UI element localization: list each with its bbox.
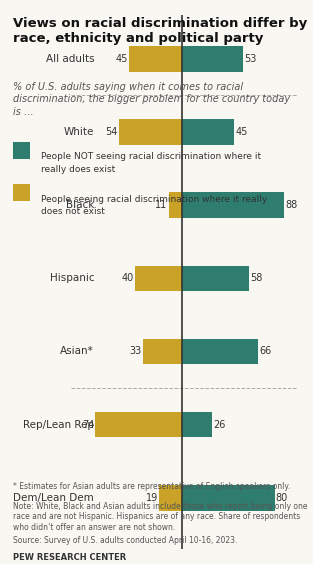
Bar — [182, 119, 234, 145]
Bar — [95, 412, 182, 438]
Bar — [119, 119, 182, 145]
Text: 40: 40 — [121, 274, 134, 283]
Text: 66: 66 — [259, 346, 272, 356]
Bar — [129, 46, 182, 72]
Text: All adults: All adults — [45, 54, 94, 64]
Bar — [182, 339, 259, 364]
Text: People seeing racial discrimination where it really: People seeing racial discrimination wher… — [41, 195, 267, 204]
Text: * Estimates for Asian adults are representative of English speakers only.: * Estimates for Asian adults are represe… — [13, 482, 290, 491]
Text: Views on racial discrimination differ by
race, ethnicity and political party: Views on racial discrimination differ by… — [13, 17, 307, 45]
Bar — [143, 339, 182, 364]
Bar — [182, 266, 249, 291]
Text: 26: 26 — [213, 420, 225, 430]
Text: 33: 33 — [130, 346, 142, 356]
Text: Rep/Lean Rep: Rep/Lean Rep — [23, 420, 94, 430]
Text: Dem/Lean Dem: Dem/Lean Dem — [13, 493, 94, 503]
Text: Source: Survey of U.S. adults conducted April 10-16, 2023.: Source: Survey of U.S. adults conducted … — [13, 536, 237, 545]
Bar — [169, 192, 182, 218]
Bar — [182, 485, 275, 510]
Text: PEW RESEARCH CENTER: PEW RESEARCH CENTER — [13, 553, 126, 562]
Text: does not exist: does not exist — [41, 207, 105, 216]
Text: 45: 45 — [115, 54, 128, 64]
Text: White: White — [64, 127, 94, 137]
Text: 19: 19 — [146, 493, 158, 503]
Text: 58: 58 — [250, 274, 263, 283]
Text: 74: 74 — [82, 420, 94, 430]
Text: 88: 88 — [285, 200, 297, 210]
Bar — [135, 266, 182, 291]
Text: 45: 45 — [235, 127, 248, 137]
Bar — [182, 46, 243, 72]
Text: Asian*: Asian* — [60, 346, 94, 356]
Text: 53: 53 — [244, 54, 257, 64]
Text: 80: 80 — [276, 493, 288, 503]
Text: Hispanic: Hispanic — [49, 274, 94, 283]
Text: 11: 11 — [155, 200, 167, 210]
Bar — [182, 412, 212, 438]
Text: People NOT seeing racial discrimination where it: People NOT seeing racial discrimination … — [41, 152, 261, 161]
Text: % of U.S. adults saying when it comes to racial
discrimination, the bigger probl: % of U.S. adults saying when it comes to… — [13, 82, 290, 117]
Text: 54: 54 — [105, 127, 117, 137]
Bar — [182, 192, 284, 218]
Bar — [159, 485, 182, 510]
Text: Black: Black — [66, 200, 94, 210]
Text: Note: White, Black and Asian adults include those who report being only one race: Note: White, Black and Asian adults incl… — [13, 502, 307, 532]
Text: really does exist: really does exist — [41, 165, 115, 174]
